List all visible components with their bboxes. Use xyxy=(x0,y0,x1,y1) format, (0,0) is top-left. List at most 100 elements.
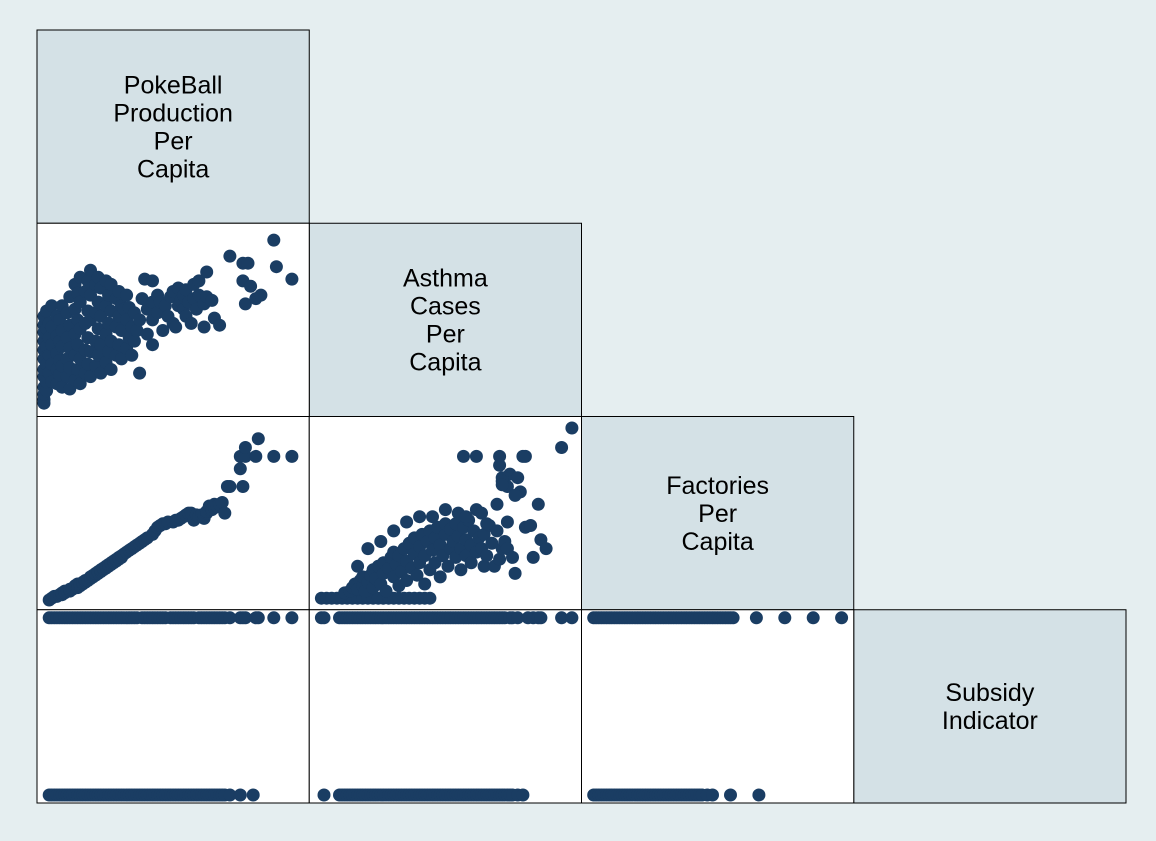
data-point xyxy=(493,458,507,472)
data-point xyxy=(120,288,134,302)
data-point xyxy=(555,441,569,454)
data-point xyxy=(508,566,522,580)
data-point xyxy=(84,370,97,384)
data-point xyxy=(565,611,579,625)
data-point xyxy=(285,272,299,286)
data-point xyxy=(285,449,299,463)
variable-label-pokeball: PokeBall Production Per Capita xyxy=(113,71,233,183)
data-point xyxy=(223,249,237,263)
data-point xyxy=(104,363,118,376)
variable-label-line: Production xyxy=(113,99,233,127)
data-point xyxy=(233,462,247,476)
data-point xyxy=(410,568,424,582)
panel-pokeball-vs-subsidy xyxy=(36,609,310,804)
data-point xyxy=(140,327,154,341)
data-point xyxy=(706,788,719,802)
data-point xyxy=(351,559,365,573)
variable-label-factories: Factories Per Capita xyxy=(666,472,769,556)
data-point xyxy=(285,611,299,625)
data-point xyxy=(238,441,252,454)
data-point xyxy=(418,577,432,591)
data-point xyxy=(480,549,494,563)
data-point xyxy=(135,292,149,306)
data-point xyxy=(236,480,250,493)
data-point xyxy=(244,279,258,293)
data-point xyxy=(115,352,128,366)
data-point xyxy=(249,449,263,463)
data-point xyxy=(184,316,198,330)
data-point xyxy=(500,515,514,529)
data-point xyxy=(485,536,499,550)
data-point xyxy=(400,574,414,587)
data-point xyxy=(511,611,525,625)
data-point xyxy=(524,519,538,532)
panel-factories-vs-subsidy xyxy=(581,609,855,804)
data-point xyxy=(459,510,473,524)
data-point xyxy=(94,366,108,380)
data-point xyxy=(374,535,388,548)
data-point xyxy=(526,550,540,564)
data-point xyxy=(724,788,737,802)
variable-label-subsidy: Subsidy Indicator xyxy=(942,679,1038,735)
variable-label-line: Capita xyxy=(409,349,481,377)
data-point xyxy=(130,324,144,337)
diagonal-cell-asthma xyxy=(308,222,582,417)
data-point xyxy=(254,288,268,302)
data-point xyxy=(238,611,252,625)
data-point xyxy=(197,320,211,334)
data-point xyxy=(146,274,159,288)
data-point xyxy=(490,524,504,538)
data-point xyxy=(246,788,260,802)
variable-label-line: Capita xyxy=(681,528,753,556)
variable-label-line: Subsidy xyxy=(945,679,1034,707)
data-point xyxy=(480,517,494,531)
data-point xyxy=(205,293,219,307)
variable-label-line: Per xyxy=(698,500,737,528)
variable-label-line: Cases xyxy=(410,293,481,321)
diagonal-cell-pokeball xyxy=(36,29,310,224)
data-point xyxy=(752,788,766,802)
data-point xyxy=(426,510,439,524)
data-point xyxy=(241,256,255,270)
data-point xyxy=(516,788,530,802)
data-point xyxy=(493,449,507,463)
data-point xyxy=(413,510,427,524)
data-point xyxy=(506,550,519,564)
data-point xyxy=(317,788,331,802)
data-point xyxy=(441,559,455,573)
data-point xyxy=(267,449,281,463)
data-point xyxy=(169,320,183,334)
data-point xyxy=(125,348,139,362)
data-point xyxy=(457,449,470,463)
data-point xyxy=(317,611,331,625)
data-point xyxy=(218,506,232,520)
data-point xyxy=(495,478,509,492)
data-point xyxy=(238,449,252,463)
variable-label-line: Per xyxy=(426,321,465,349)
data-point xyxy=(539,542,553,556)
data-point xyxy=(223,611,237,625)
variable-label-line: Capita xyxy=(137,155,209,183)
variable-label-line: Indicator xyxy=(942,707,1038,735)
data-point xyxy=(73,377,87,391)
data-point xyxy=(454,563,468,577)
data-point xyxy=(464,556,478,570)
data-point xyxy=(490,497,504,511)
data-point xyxy=(835,611,849,625)
variable-label-line: PokeBall xyxy=(124,71,223,99)
data-point xyxy=(215,496,229,509)
data-point xyxy=(531,497,545,511)
data-point xyxy=(223,788,237,802)
data-point xyxy=(469,449,483,463)
data-point xyxy=(251,611,265,625)
data-point xyxy=(238,297,252,311)
data-point xyxy=(423,591,437,605)
data-point xyxy=(133,366,147,380)
data-point xyxy=(269,260,283,274)
data-point xyxy=(516,449,530,463)
diagonal-cell-subsidy xyxy=(853,609,1127,804)
data-point xyxy=(565,421,579,435)
data-point xyxy=(146,338,159,352)
data-point xyxy=(223,480,237,493)
data-point xyxy=(493,552,507,566)
